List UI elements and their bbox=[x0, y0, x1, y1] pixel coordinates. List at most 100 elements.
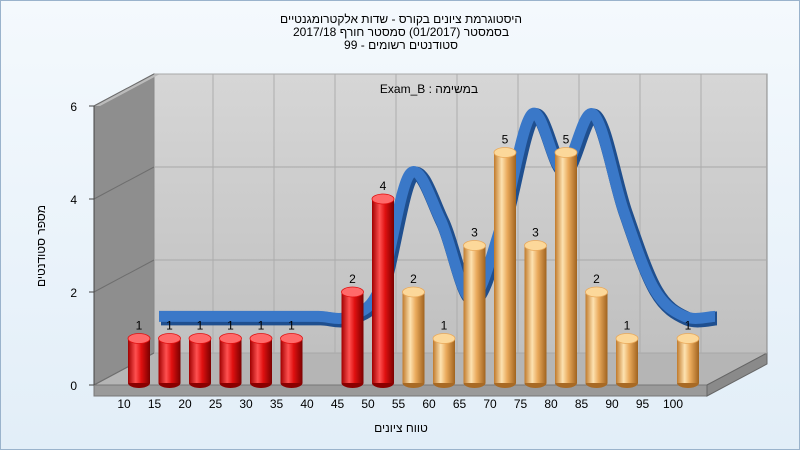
y-tick-label: 4 bbox=[70, 193, 77, 207]
bar-value-label: 1 bbox=[227, 319, 234, 333]
bar-body bbox=[158, 338, 181, 383]
bar-value-label: 2 bbox=[593, 272, 600, 286]
x-tick-label: 10 bbox=[117, 397, 131, 411]
bar-value-label: 2 bbox=[349, 272, 356, 286]
bar-body bbox=[494, 152, 516, 383]
x-tick-label: 25 bbox=[209, 397, 223, 411]
x-tick-label: 70 bbox=[483, 397, 497, 411]
histogram-bar: 3 bbox=[463, 226, 486, 388]
distribution-curve bbox=[158, 107, 716, 324]
bar-body bbox=[372, 199, 394, 383]
front-edge bbox=[93, 384, 708, 397]
bar-value-label: 5 bbox=[563, 133, 570, 147]
bar-value-label: 2 bbox=[410, 272, 417, 286]
bar-top bbox=[158, 333, 181, 344]
bar-top bbox=[402, 286, 425, 298]
bar-value-label: 1 bbox=[136, 319, 143, 333]
bar-top bbox=[127, 333, 151, 344]
gridline-side bbox=[93, 259, 155, 293]
histogram-bar: 1 bbox=[280, 319, 303, 388]
chart-subtitle: במשימה : Exam_B bbox=[380, 82, 478, 96]
bar-body bbox=[463, 245, 486, 383]
bar-body bbox=[585, 292, 608, 383]
bar-body bbox=[433, 338, 455, 383]
histogram-bar: 2 bbox=[402, 272, 425, 388]
bar-top bbox=[615, 333, 639, 344]
x-tick-label: 20 bbox=[178, 397, 192, 411]
bar-value-label: 1 bbox=[624, 319, 631, 333]
right-edge bbox=[706, 352, 768, 397]
histogram-bar: 5 bbox=[493, 133, 517, 388]
histogram-bar: 1 bbox=[432, 319, 456, 388]
x-tick-label: 15 bbox=[148, 397, 162, 411]
bar-top bbox=[341, 286, 364, 298]
bar-value-label: 4 bbox=[380, 179, 387, 193]
gridline-side bbox=[93, 73, 155, 107]
bar-body bbox=[128, 338, 150, 383]
bar-body bbox=[341, 292, 364, 383]
histogram-bar: 1 bbox=[249, 319, 273, 388]
x-tick-label: 30 bbox=[239, 397, 253, 411]
chart-title-line-2: בסמסטר (01/2017) סמסטר חורף 2017/18 bbox=[292, 25, 510, 39]
x-tick-label: 40 bbox=[300, 397, 314, 411]
y-axis-label: מספר סטודנטים bbox=[34, 205, 48, 287]
bar-value-label: 1 bbox=[197, 319, 204, 333]
x-tick-label: 35 bbox=[270, 397, 284, 411]
x-tick-label: 95 bbox=[636, 397, 650, 411]
histogram-bar: 1 bbox=[127, 319, 151, 388]
x-tick-label: 65 bbox=[453, 397, 467, 411]
bar-value-label: 1 bbox=[258, 319, 265, 333]
x-tick-label: 90 bbox=[605, 397, 619, 411]
bar-top bbox=[219, 333, 242, 344]
x-tick-label: 45 bbox=[331, 397, 345, 411]
bar-value-label: 1 bbox=[288, 319, 295, 333]
x-axis-label: טווח ציונים bbox=[374, 421, 428, 435]
top-edge bbox=[94, 74, 160, 106]
bars-layer: 1 1 1 1 1 1 2 4 2 1 3 5 3 5 2 1 1 bbox=[127, 133, 700, 388]
bar-top bbox=[371, 193, 395, 205]
x-tick-label: 55 bbox=[392, 397, 406, 411]
y-tick-label: 2 bbox=[70, 286, 77, 300]
histogram-bar: 1 bbox=[676, 319, 700, 388]
bar-body bbox=[677, 338, 699, 383]
x-axis-ticks: 10 15 20 25 30 35 40 45 50 55 60 65 70 75 80 85 90 95 100 bbox=[117, 397, 683, 411]
bar-top bbox=[249, 333, 273, 344]
bar-body bbox=[616, 338, 638, 383]
bar-body bbox=[219, 338, 242, 383]
bar-body bbox=[250, 338, 272, 383]
bar-top bbox=[432, 333, 456, 344]
histogram-bar: 4 bbox=[371, 179, 395, 388]
histogram-bar: 1 bbox=[219, 319, 242, 388]
y-tick-label: 0 bbox=[70, 379, 77, 393]
histogram-bar: 3 bbox=[524, 226, 547, 388]
bar-value-label: 3 bbox=[471, 226, 478, 240]
bar-body bbox=[280, 338, 303, 383]
bar-top bbox=[585, 286, 608, 298]
bar-value-label: 1 bbox=[166, 319, 173, 333]
histogram-bar: 1 bbox=[188, 319, 212, 388]
bar-value-label: 3 bbox=[532, 226, 539, 240]
y-axis: 0 2 4 6 bbox=[70, 100, 95, 393]
bar-top bbox=[676, 333, 700, 344]
bar-top bbox=[524, 240, 547, 251]
x-tick-label: 100 bbox=[663, 397, 683, 411]
bar-body bbox=[189, 338, 211, 383]
histogram-bar: 1 bbox=[158, 319, 181, 388]
x-tick-label: 50 bbox=[361, 397, 375, 411]
bar-top bbox=[188, 333, 212, 344]
histogram-bar: 5 bbox=[554, 133, 578, 388]
bar-top bbox=[493, 147, 517, 158]
chart-title-line-3: סטודנטים רשומים - 99 bbox=[344, 38, 458, 52]
distribution-curve-layer bbox=[158, 107, 718, 328]
histogram-bar: 2 bbox=[341, 272, 364, 388]
bar-value-label: 5 bbox=[502, 133, 509, 147]
x-tick-label: 80 bbox=[544, 397, 558, 411]
bar-value-label: 1 bbox=[685, 319, 692, 333]
bar-top bbox=[554, 147, 578, 158]
gridline-side bbox=[93, 166, 155, 200]
bar-top bbox=[280, 333, 303, 344]
bar-value-label: 1 bbox=[441, 319, 448, 333]
x-tick-label: 60 bbox=[422, 397, 436, 411]
